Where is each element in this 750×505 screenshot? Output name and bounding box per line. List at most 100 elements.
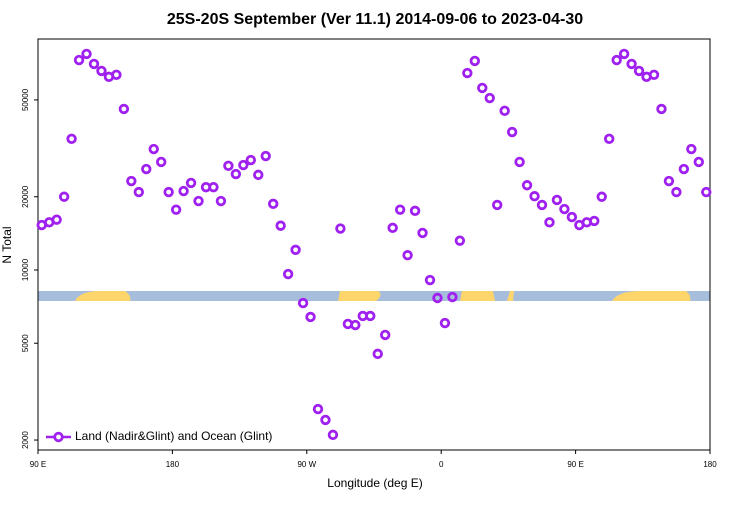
data-point [118,103,130,115]
data-point [559,203,570,215]
y-tick-label: 5000 [21,334,30,352]
data-point [589,215,600,227]
y-tick-label: 50000 [21,88,30,111]
data-point [66,133,77,145]
y-tick-label: 20000 [21,185,30,208]
data-point [178,185,189,197]
data-point [320,414,331,426]
data-point [230,168,242,180]
data-point [238,159,249,171]
data-point [141,163,152,175]
data-point [208,181,219,193]
data-point [604,133,615,145]
data-point [73,54,85,66]
data-point [58,191,70,202]
y-tick-label: 2000 [21,431,30,449]
data-point [626,58,637,70]
data-point [447,291,458,303]
data-point [663,175,675,187]
data-point [170,204,182,215]
chart-title: 25S-20S September (Ver 11.1) 2014-09-06 … [167,11,583,28]
data-point [536,199,548,211]
data-point [193,195,204,207]
data-point [701,186,712,198]
x-tick-label: 180 [703,460,717,469]
data-point [297,297,309,309]
data-point [424,274,436,286]
data-point [327,429,339,441]
data-point [656,103,667,115]
y-tick-label: 10000 [21,258,30,281]
data-point [81,48,92,60]
data-point [260,150,271,162]
legend-marker [53,431,64,443]
data-point [253,169,264,181]
data-point [417,227,428,239]
data-point [693,156,704,168]
data-point [506,126,518,138]
data-point [678,163,690,175]
data-point [380,329,391,341]
data-point [648,69,660,81]
data-point [514,156,525,168]
data-point [365,310,376,322]
data-point [439,317,451,329]
data-point [126,175,137,187]
data-point [499,105,510,117]
x-tick-label: 90 E [567,460,583,469]
data-point [469,55,480,67]
data-point [305,311,316,323]
data-point [551,194,563,206]
data-point [544,217,555,228]
data-point [155,156,167,168]
data-point [633,65,645,77]
data-point [185,177,197,189]
data-point [133,186,144,198]
data-point [96,65,107,77]
x-tick-label: 90 W [297,460,316,469]
data-point [148,143,159,155]
data-point [671,186,682,198]
data-point [290,244,301,256]
data-point [409,205,421,217]
data-point [88,58,100,70]
data-point [529,191,540,202]
data-point [282,268,294,280]
data-point [245,154,256,166]
x-tick-label: 0 [439,460,444,469]
data-point [215,195,227,207]
data-point [492,199,503,211]
data-point [51,214,62,225]
data-point [566,211,578,223]
data-point [372,348,383,360]
x-axis-label: Longitude (deg E) [327,476,422,490]
data-point [686,143,697,155]
data-point [618,48,630,60]
data-point [432,292,443,304]
x-tick-label: 90 E [30,460,46,469]
data-point [402,250,413,261]
x-tick-label: 180 [166,460,180,469]
data-point [484,92,495,104]
map-strip [38,291,710,301]
data-point [477,82,488,94]
data-point [111,69,122,81]
y-axis-label: N Total [0,226,14,263]
data-point [394,204,406,215]
data-point [454,235,466,246]
data-point [462,67,473,79]
data-point [312,403,324,415]
plot-frame [37,38,711,451]
data-point [611,54,622,66]
data-point [275,220,286,231]
data-point [521,180,533,191]
data-point [335,223,346,234]
data-point [596,191,607,202]
data-point [387,222,398,234]
legend-label: Land (Nadir&Glint) and Ocean (Glint) [75,429,272,443]
data-point [163,186,174,198]
data-point [350,319,361,331]
data-point [268,198,279,210]
data-point [223,160,234,172]
